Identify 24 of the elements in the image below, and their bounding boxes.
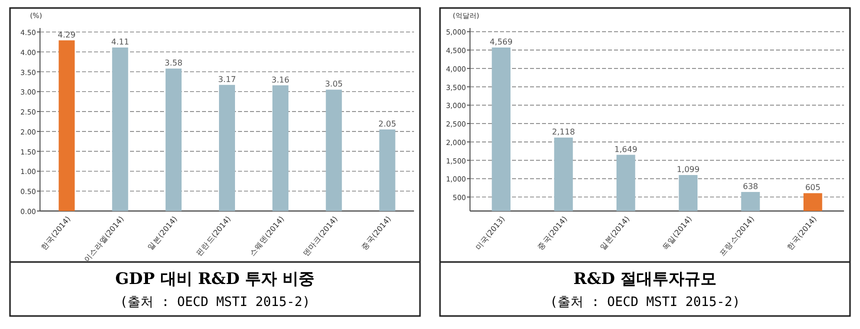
data-label: 3.17 xyxy=(218,74,236,84)
text: (출처 : OECD MSTI 2015-2) xyxy=(120,295,310,310)
bar xyxy=(58,40,75,211)
data-label: 638 xyxy=(742,182,758,191)
data-label: 3.05 xyxy=(324,80,343,89)
bar xyxy=(218,84,236,211)
text: GDP 대비 R&D 투자 비중 xyxy=(115,269,315,288)
text: R&D 절대투자규모 xyxy=(573,269,717,288)
bar xyxy=(166,68,182,211)
data-label: 4.11 xyxy=(111,37,130,46)
data-label: 3.16 xyxy=(272,75,290,84)
bar xyxy=(112,47,128,211)
data-label: 4,569 xyxy=(490,38,513,47)
bar xyxy=(272,85,288,211)
text: (출처 : OECD MSTI 2015-2) xyxy=(550,295,740,310)
data-label: 605 xyxy=(805,183,820,192)
data-label: 1,099 xyxy=(676,165,700,174)
data-label: 1,649 xyxy=(614,144,638,154)
data-label: 2.05 xyxy=(378,119,396,128)
data-label: 4.29 xyxy=(58,30,76,40)
bar xyxy=(326,90,342,211)
data-label: 3.58 xyxy=(164,58,182,68)
bar xyxy=(379,129,396,211)
data-label: 2,118 xyxy=(552,128,575,137)
